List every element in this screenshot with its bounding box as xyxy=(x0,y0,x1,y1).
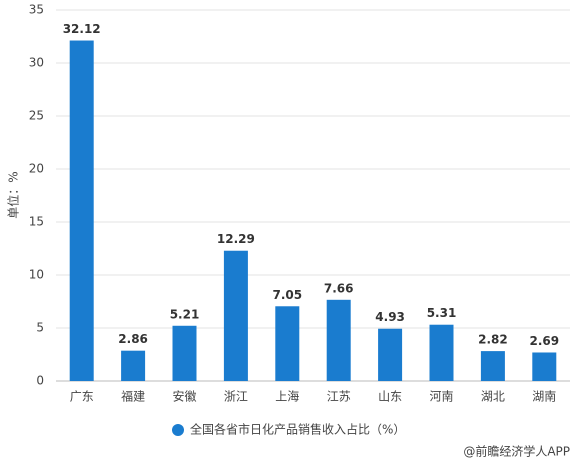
value-label: 2.86 xyxy=(118,332,148,346)
bar xyxy=(69,40,94,381)
bar xyxy=(532,352,557,381)
x-tick-label: 广东 xyxy=(70,390,94,404)
y-tick-label: 0 xyxy=(36,374,44,388)
value-label: 12.29 xyxy=(217,232,255,246)
legend-label: 全国各省市日化产品销售收入占比（%） xyxy=(190,422,405,437)
bar xyxy=(326,299,351,381)
value-label: 7.66 xyxy=(324,281,354,295)
bar xyxy=(480,351,505,381)
x-tick-label: 湖南 xyxy=(532,389,556,404)
x-tick-label: 湖北 xyxy=(481,389,505,404)
value-label: 5.21 xyxy=(170,307,200,321)
x-tick-label: 浙江 xyxy=(224,390,248,404)
legend-marker xyxy=(172,424,184,436)
value-label: 7.05 xyxy=(272,288,302,302)
x-tick-label: 福建 xyxy=(121,389,145,404)
y-tick-label: 25 xyxy=(29,109,44,123)
bar xyxy=(429,324,454,381)
y-tick-label: 15 xyxy=(29,215,44,229)
value-label: 4.93 xyxy=(375,310,405,324)
value-label: 2.82 xyxy=(478,333,508,347)
x-tick-label: 河南 xyxy=(429,389,453,404)
bar xyxy=(121,350,146,381)
x-tick-label: 上海 xyxy=(275,389,299,404)
y-tick-label: 30 xyxy=(29,56,44,70)
footer: @前瞻经济学人APP xyxy=(463,444,570,459)
y-tick-label: 5 xyxy=(36,321,44,335)
y-axis-label: 单位：% xyxy=(6,171,21,218)
bar xyxy=(223,250,248,381)
y-tick-label: 35 xyxy=(29,3,44,17)
x-tick-label: 安徽 xyxy=(172,389,196,404)
bar xyxy=(378,328,403,381)
y-tick-label: 20 xyxy=(29,162,44,176)
bar xyxy=(172,325,197,381)
y-tick-label: 10 xyxy=(29,268,44,282)
x-tick-label: 江苏 xyxy=(327,390,351,404)
bar xyxy=(275,306,300,381)
value-label: 32.12 xyxy=(63,22,101,36)
value-label: 5.31 xyxy=(427,306,457,320)
x-tick-label: 山东 xyxy=(378,390,402,404)
value-label: 2.69 xyxy=(529,334,559,348)
